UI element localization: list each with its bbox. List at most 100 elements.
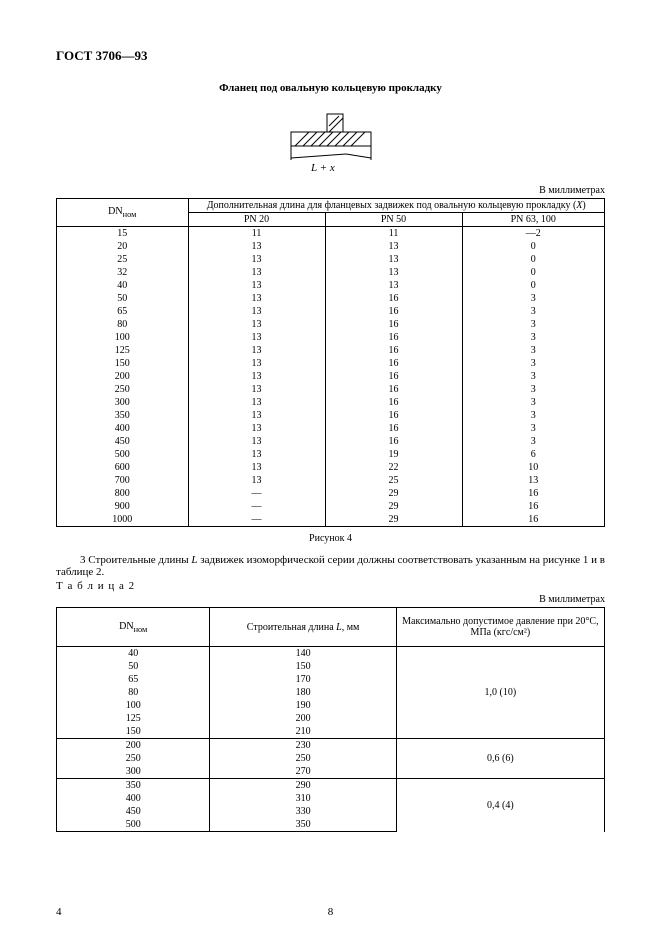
table-cell: 80	[57, 686, 210, 699]
table-cell: 32	[57, 266, 189, 279]
table-cell: 16	[325, 357, 462, 370]
table-cell: 250	[210, 752, 396, 765]
table-cell: 150	[210, 660, 396, 673]
table-cell: 13	[325, 266, 462, 279]
table-cell: 450	[57, 435, 189, 448]
table-cell: 19	[325, 448, 462, 461]
table-cell: 450	[57, 805, 210, 818]
table-cell: 180	[210, 686, 396, 699]
footer-left: 4	[56, 906, 62, 918]
table-cell: 350	[57, 779, 210, 793]
table-cell: 3	[462, 318, 604, 331]
table-cell: 13	[188, 396, 325, 409]
table-cell: 13	[188, 279, 325, 292]
table-cell: 25	[325, 474, 462, 487]
table-cell: 125	[57, 712, 210, 725]
table-cell: 3	[462, 435, 604, 448]
paragraph-3: 3 Строительные длины L задвижек изоморфи…	[56, 554, 605, 578]
page-footer: 4 8	[56, 906, 605, 918]
table-cell: —	[188, 487, 325, 500]
table-cell: 15	[57, 227, 189, 241]
table-cell: 13	[188, 253, 325, 266]
table-cell: 16	[462, 513, 604, 527]
table-cell: 3	[462, 344, 604, 357]
table-cell: 13	[325, 279, 462, 292]
table-cell: 350	[210, 818, 396, 832]
t1-col-group: Дополнительная длина для фланцевых задви…	[188, 199, 604, 213]
table-cell: 310	[210, 792, 396, 805]
table-cell: 40	[57, 647, 210, 661]
table-cell: 500	[57, 818, 210, 832]
table-cell: 16	[462, 500, 604, 513]
table-cell: 1,0 (10)	[396, 647, 604, 739]
table-cell: 16	[325, 370, 462, 383]
table-cell: 290	[210, 779, 396, 793]
table-cell: 11	[325, 227, 462, 241]
table-cell: 900	[57, 500, 189, 513]
table-cell: 80	[57, 318, 189, 331]
table-cell: 16	[325, 422, 462, 435]
t2-col-len: Строительная длина L, мм	[210, 608, 396, 647]
t1-col-pn63: PN 63, 100	[462, 213, 604, 227]
table-cell: 13	[188, 240, 325, 253]
table-cell: 100	[57, 331, 189, 344]
table-cell: 0	[462, 279, 604, 292]
table-cell: 0,6 (6)	[396, 739, 604, 779]
table-cell: 65	[57, 673, 210, 686]
t1-col-pn50: PN 50	[325, 213, 462, 227]
table-cell: 3	[462, 396, 604, 409]
table-cell: 270	[210, 765, 396, 779]
table-cell: 11	[188, 227, 325, 241]
table-cell: 13	[188, 266, 325, 279]
table-cell: 13	[188, 448, 325, 461]
table-cell: 65	[57, 305, 189, 318]
table-cell: 16	[462, 487, 604, 500]
table-cell: 230	[210, 739, 396, 753]
table-cell: 13	[188, 409, 325, 422]
table-cell: 400	[57, 422, 189, 435]
table-cell: 16	[325, 396, 462, 409]
table-cell: 200	[57, 739, 210, 753]
table-1: DNном Дополнительная длина для фланцевых…	[56, 198, 605, 527]
table-cell: 20	[57, 240, 189, 253]
table-cell: 40	[57, 279, 189, 292]
svg-text:L + x: L + x	[310, 162, 335, 174]
table-cell: 13	[188, 435, 325, 448]
table-cell: 29	[325, 500, 462, 513]
table-cell: 16	[325, 318, 462, 331]
units-label: В миллиметрах	[56, 185, 605, 196]
table-cell: 13	[188, 331, 325, 344]
table-cell: 16	[325, 305, 462, 318]
table-cell: 16	[325, 435, 462, 448]
table-cell: 16	[325, 331, 462, 344]
table-cell: 300	[57, 396, 189, 409]
table-cell: 13	[188, 461, 325, 474]
table-cell: 16	[325, 409, 462, 422]
table-cell: 250	[57, 752, 210, 765]
table-cell: 13	[462, 474, 604, 487]
table-cell: 13	[188, 292, 325, 305]
table-cell: 3	[462, 292, 604, 305]
table-cell: 13	[188, 474, 325, 487]
table-cell: 29	[325, 487, 462, 500]
document-code: ГОСТ 3706—93	[56, 48, 605, 64]
table-cell: 3	[462, 331, 604, 344]
table-cell: 0	[462, 253, 604, 266]
table-cell: 16	[325, 292, 462, 305]
table-cell: 150	[57, 725, 210, 739]
table-cell: 700	[57, 474, 189, 487]
table-cell: 13	[188, 422, 325, 435]
table-cell: 0,4 (4)	[396, 779, 604, 832]
table-cell: 500	[57, 448, 189, 461]
table-cell: 13	[188, 305, 325, 318]
table-cell: 3	[462, 370, 604, 383]
table-cell: 16	[325, 383, 462, 396]
table-cell: 600	[57, 461, 189, 474]
footer-center: 8	[56, 906, 605, 918]
table-cell: 29	[325, 513, 462, 527]
table-cell: 13	[325, 240, 462, 253]
table-cell: 13	[188, 318, 325, 331]
table-cell: 25	[57, 253, 189, 266]
table-cell: 3	[462, 422, 604, 435]
table-cell: 400	[57, 792, 210, 805]
